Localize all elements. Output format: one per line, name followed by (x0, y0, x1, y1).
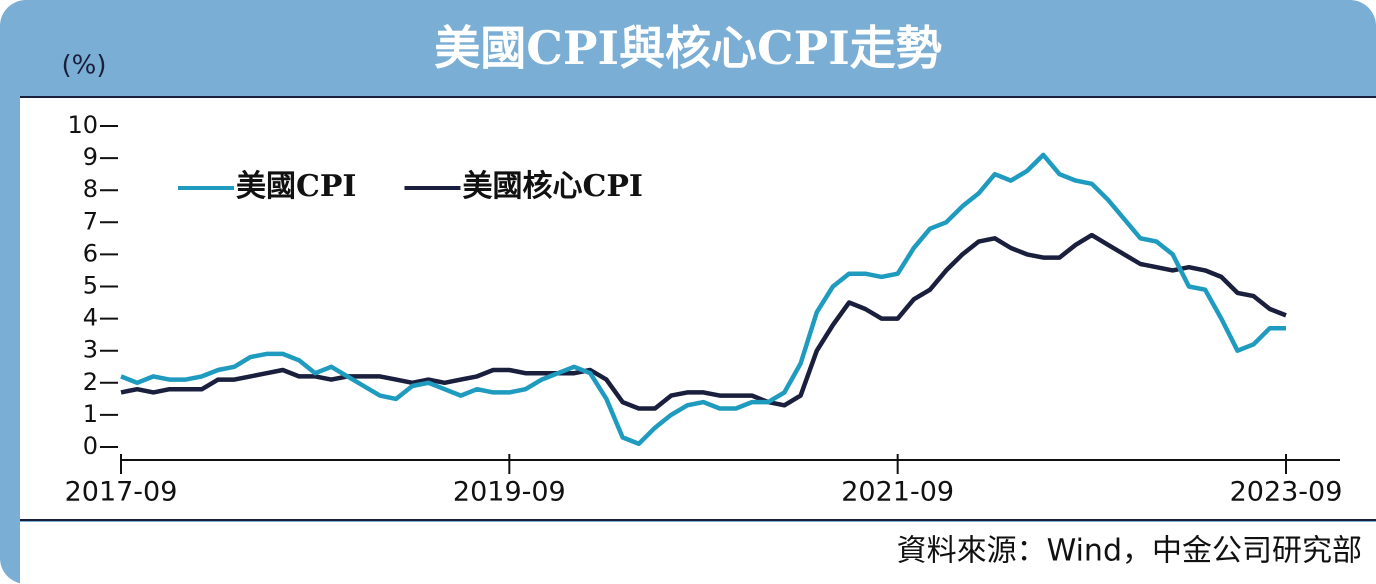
y-tick-label: 7 (83, 207, 98, 235)
y-tick-label: 6 (83, 239, 98, 267)
series-line (120, 152, 1286, 447)
source: 資料來源：Wind，中金公司研究部 (897, 534, 1362, 569)
y-tick-label: 2 (83, 368, 98, 396)
y-tick-label: 10 (67, 111, 98, 139)
x-tick-label: 2021-09 (841, 477, 954, 508)
footer (20, 522, 1376, 584)
x-tick-label: 2019-09 (453, 477, 566, 508)
y-tick-label: 8 (83, 175, 98, 203)
plot-panel (20, 97, 1376, 520)
y-tick-label: 0 (83, 432, 98, 460)
legend-label: 美國CPI (236, 169, 356, 204)
y-tick-label: 1 (83, 400, 98, 428)
x-tick-label: 2017-09 (65, 477, 178, 508)
y-tick-label: 5 (83, 272, 98, 300)
y-tick-label: 4 (83, 304, 98, 332)
y-tick-label: 9 (83, 143, 98, 171)
y-axis-label: (%) (62, 51, 107, 81)
x-tick-label: 2023-09 (1230, 477, 1343, 508)
chart-title: 美國CPI與核心CPI走勢 (434, 21, 941, 75)
series-line (120, 232, 1287, 411)
legend-label: 美國核心CPI (462, 169, 642, 204)
y-tick-label: 3 (83, 336, 98, 364)
